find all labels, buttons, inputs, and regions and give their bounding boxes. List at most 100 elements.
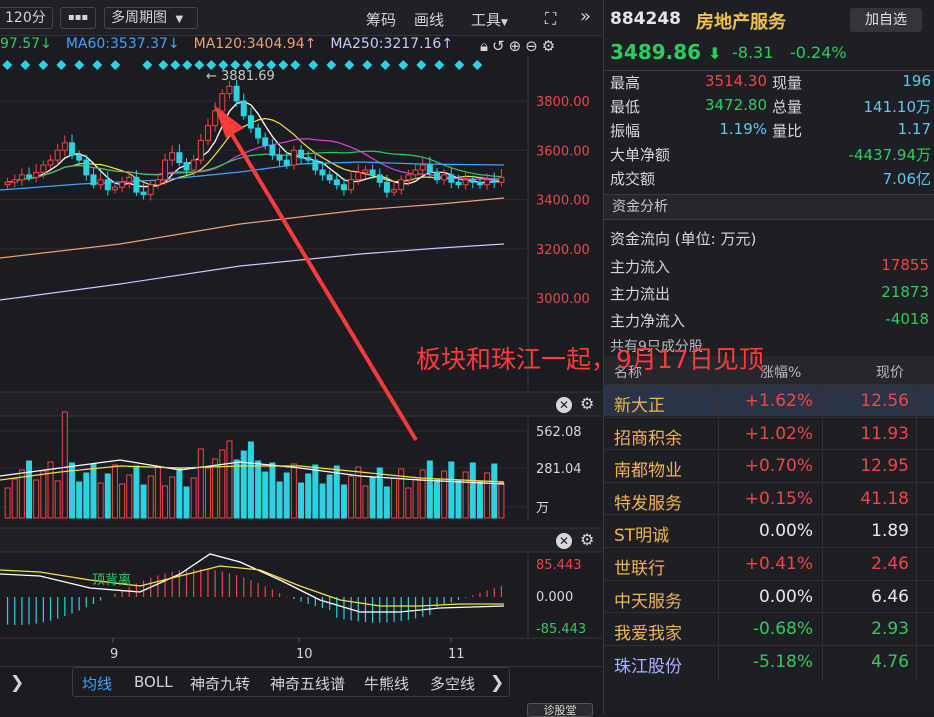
candle-body: [398, 179, 405, 191]
low-value: 3472.80: [704, 96, 767, 114]
price-tick-label: 3200.00: [536, 243, 590, 258]
stock-row-price: 12.95: [860, 456, 909, 477]
volume-bar: [255, 460, 262, 519]
gear-icon[interactable]: ⚙: [541, 37, 560, 55]
tab-ma[interactable]: 均线: [82, 675, 113, 693]
kline-chart[interactable]: 3800.00 3600.00 3400.00 3200.00 3000.00 ← 38…: [0, 0, 602, 666]
volume-ma-line: [0, 459, 505, 485]
candle-body: [498, 176, 505, 183]
ma250-line: [0, 243, 505, 301]
total-volume-value: 141.10万: [863, 98, 932, 116]
draw-line-button[interactable]: 画线: [414, 11, 445, 29]
candle-body: [212, 110, 219, 127]
candle-body: [326, 174, 333, 181]
volume-bar: [76, 481, 83, 519]
candle-body: [111, 186, 118, 191]
volume-bar: [204, 467, 211, 519]
multi-period-button[interactable]: 多周期图 ▼: [104, 7, 198, 29]
stock-row-name: 新大正: [614, 396, 665, 416]
stock-row-name: 南都物业: [614, 461, 682, 482]
volume-bar: [333, 465, 340, 519]
stock-header: 884248 房地产服务 加自选 3489.86 ⬇ -8.31 -0.24%: [604, 0, 934, 70]
zoom-in-icon[interactable]: ⊕: [508, 37, 526, 55]
x-axis-label: 9: [110, 647, 118, 662]
candle-body: [233, 85, 240, 102]
macd-tick-label: 85.443: [536, 558, 582, 573]
close-volume-icon[interactable]: ✕: [556, 397, 572, 413]
price-tick-label: 3000.00: [536, 292, 590, 307]
volume-bar: [412, 478, 419, 519]
macd-settings-icon[interactable]: ⚙: [580, 530, 595, 549]
candle-body: [126, 176, 133, 183]
signal-diamond: [398, 60, 409, 70]
candle-body: [491, 179, 498, 183]
fullscreen-icon[interactable]: ⛶: [545, 9, 557, 28]
period-selector[interactable]: 120分: [0, 7, 53, 29]
volume-bar: [212, 458, 219, 519]
volume-tick-label: 281.04: [536, 462, 582, 477]
table-row[interactable]: 中天服务 0.00% 6.46: [604, 579, 934, 612]
stock-row-name: 我爱我家: [614, 624, 682, 645]
tabs-next-icon[interactable]: ❯: [490, 673, 505, 693]
price-change-pct: -0.24%: [790, 43, 847, 62]
signal-diamond: [194, 60, 205, 70]
tab-long-short[interactable]: 多空线: [430, 675, 476, 693]
price-tick-label: 3400.00: [536, 194, 590, 209]
candle-body: [441, 174, 448, 181]
add-watchlist-button[interactable]: 加自选: [850, 8, 922, 32]
column-header-price[interactable]: 现价: [876, 365, 904, 381]
table-row[interactable]: 我爱我家 -0.68% 2.93: [604, 612, 934, 644]
volume-settings-icon[interactable]: ⚙: [580, 394, 595, 413]
volume-bar: [47, 461, 54, 519]
column-header-change[interactable]: 涨幅%: [760, 365, 802, 381]
volume-bar: [319, 483, 326, 519]
tools-button[interactable]: 工具▼: [471, 9, 508, 30]
chart-panel: 120分 ▪▪▪ 多周期图 ▼ 筹码 画线 工具▼ ⛶ » 97.57↓ MA60…: [0, 0, 602, 717]
table-row[interactable]: 珠江股份 -5.18% 4.76: [604, 644, 934, 677]
volume-bar: [398, 468, 405, 519]
tab-boll[interactable]: BOLL: [134, 673, 173, 691]
volume-bar: [154, 466, 161, 519]
candle-body: [462, 179, 469, 186]
candle-body: [154, 179, 161, 186]
table-row[interactable]: 特发服务 +0.15% 41.18: [604, 481, 934, 514]
signal-diamond: [218, 60, 229, 70]
volume-bar: [219, 449, 226, 519]
candle-body: [176, 152, 183, 164]
fund-analysis-title[interactable]: 资金分析: [604, 194, 934, 220]
volume-bar: [140, 484, 147, 519]
table-row[interactable]: ST明诚 0.00% 1.89: [604, 514, 934, 546]
close-macd-icon[interactable]: ✕: [556, 533, 572, 549]
lock-icon[interactable]: 🔒︎: [480, 37, 492, 55]
volume-bar: [104, 473, 111, 519]
table-row[interactable]: 南都物业 +0.70% 12.95: [604, 449, 934, 481]
candle-body: [4, 181, 11, 186]
volume-bar: [190, 477, 197, 519]
volume-bar: [83, 472, 90, 519]
signal-diamond: [206, 60, 217, 70]
tab-bull-bear[interactable]: 牛熊线: [364, 675, 410, 693]
constituents-caption: 共有9只成分股: [610, 339, 703, 355]
column-header-name[interactable]: 名称: [614, 365, 642, 381]
signal-diamond: [74, 60, 85, 70]
table-row[interactable]: 新大正 +1.62% 12.56: [604, 384, 934, 416]
collapse-panel-icon[interactable]: »: [580, 6, 592, 27]
tab-magic-nine[interactable]: 神奇九转: [190, 675, 251, 693]
table-row[interactable]: 招商积余 +1.02% 11.93: [604, 416, 934, 449]
zoom-out-icon[interactable]: ⊖: [525, 37, 542, 55]
tab-magic-five-lines[interactable]: 神奇五线谱: [270, 675, 346, 693]
fund-row: 主力流入 17855: [604, 256, 934, 282]
table-row[interactable]: 世联行 +0.41% 2.46: [604, 547, 934, 579]
stock-row-change: +1.62%: [744, 391, 813, 411]
tabs-prev-icon[interactable]: ❯: [10, 673, 25, 693]
chip-button[interactable]: 筹码: [366, 11, 397, 29]
last-price-value: 3489.86: [610, 40, 702, 64]
candle-body: [419, 164, 426, 171]
fund-label: 主力净流入: [610, 312, 686, 330]
more-options-button[interactable]: ▪▪▪: [60, 7, 96, 29]
candle-body: [319, 169, 326, 176]
undo-icon[interactable]: ↺: [491, 37, 509, 55]
candle-body: [290, 149, 297, 166]
candle-body: [362, 169, 369, 173]
annotation-text: 板块和珠江一起，9月17日见顶: [416, 345, 764, 374]
